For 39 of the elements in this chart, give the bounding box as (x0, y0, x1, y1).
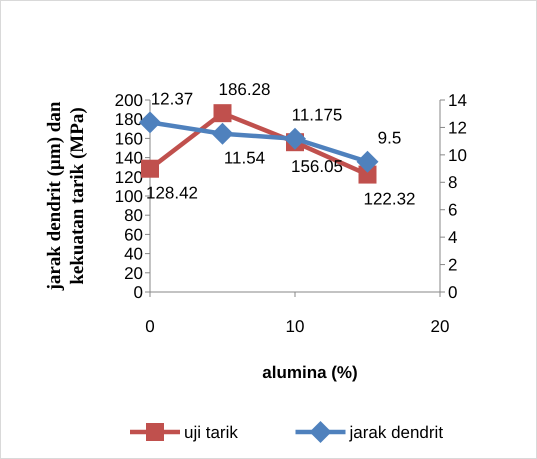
y-tick-label: 180 (114, 110, 143, 130)
y-tick-label: 0 (134, 282, 143, 302)
y2-tick-label: 14 (448, 90, 467, 110)
point (212, 122, 234, 145)
data-label: 186.28 (218, 80, 270, 100)
legend-label: jarak dendrit (348, 423, 444, 442)
point (284, 128, 306, 150)
y2-tick-label: 4 (448, 228, 458, 248)
y-tick-label: 20 (124, 264, 143, 283)
y-tick-label: 60 (124, 225, 143, 244)
y2-tick-label: 2 (448, 256, 458, 275)
x-tick-label: 20 (430, 317, 450, 336)
y-axis-title: jarak dendrit (µm) dan kekuatan tarik (MPa) (44, 101, 88, 292)
y-tick-label: 100 (114, 186, 143, 206)
x-tick-label: 0 (145, 317, 155, 336)
data-label: 122.32 (364, 190, 416, 209)
y2-tick-label: 6 (448, 200, 458, 220)
y-tick-label: 40 (124, 244, 143, 264)
y2-tick-label: 12 (448, 118, 467, 138)
y-tick-label: 140 (114, 148, 143, 168)
data-label: 9.5 (378, 128, 402, 148)
y-tick-label: 80 (124, 206, 143, 226)
data-label: 128.42 (146, 184, 198, 203)
data-label: 156.05 (291, 157, 343, 176)
point (141, 160, 159, 178)
point (214, 104, 232, 122)
y2-tick-label: 8 (448, 173, 458, 192)
data-label: 12.37 (150, 89, 194, 108)
x-axis-title: alumina (%) (262, 363, 358, 382)
data-label: 11.54 (224, 148, 266, 168)
legend-label: uji tarik (184, 423, 238, 442)
y-tick-label: 120 (114, 168, 143, 187)
point (356, 150, 378, 173)
y2-tick-label: 0 (448, 282, 458, 302)
y-tick-label: 200 (114, 90, 143, 110)
y-tick-label: 160 (114, 129, 143, 148)
x-tick-label: 10 (286, 317, 304, 336)
y2-tick-label: 10 (448, 146, 467, 165)
data-label: 11.175 (292, 106, 342, 125)
